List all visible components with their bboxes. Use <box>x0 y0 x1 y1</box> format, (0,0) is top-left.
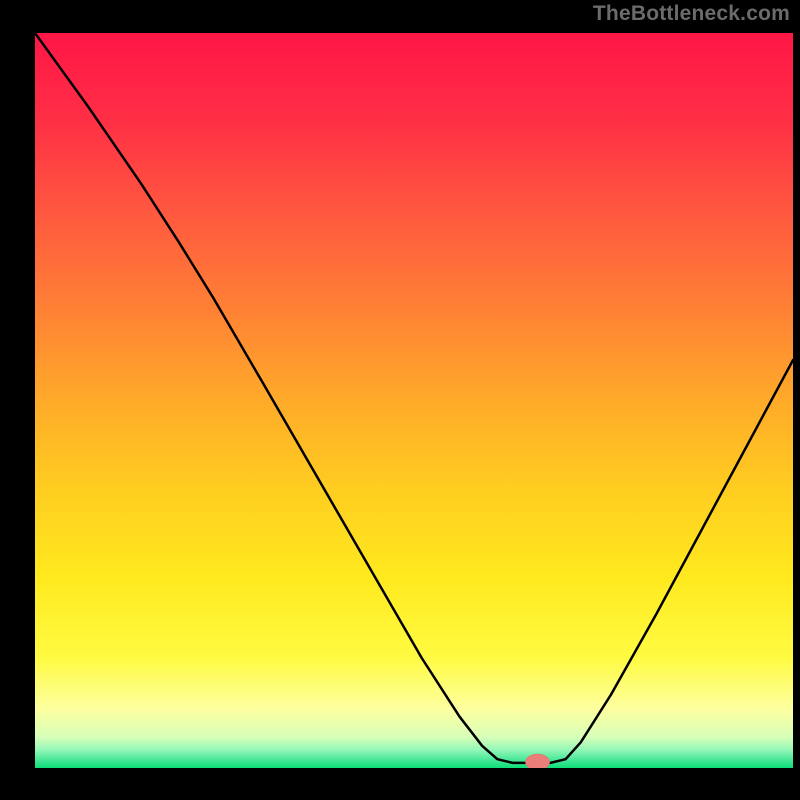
plot-area <box>35 33 793 768</box>
watermark-text: TheBottleneck.com <box>593 2 790 26</box>
selection-marker <box>525 754 549 768</box>
chart-container: TheBottleneck.com <box>0 0 800 800</box>
plot-background <box>35 33 793 768</box>
